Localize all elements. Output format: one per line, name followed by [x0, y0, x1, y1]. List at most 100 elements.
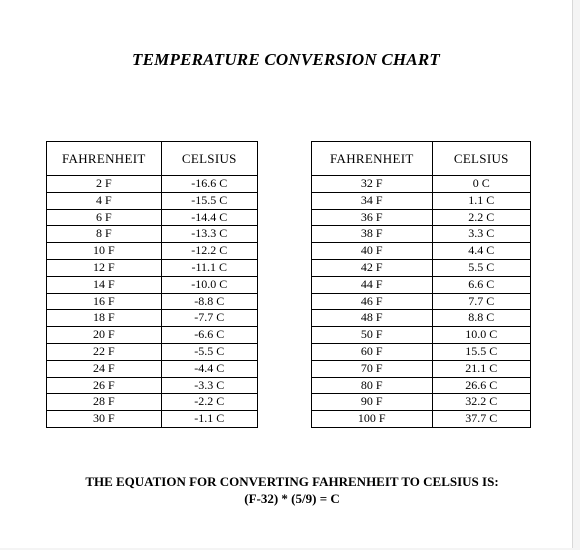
table-row: 36 F 2.2 C [311, 208, 532, 227]
celsius-header: CELSIUS [160, 141, 259, 176]
table-row: 40 F 4.4 C [311, 242, 532, 260]
fahrenheit-cell: 8 F [46, 225, 162, 244]
fahrenheit-cell: 46 F [311, 292, 433, 311]
celsius-cell: 10.0 C [431, 326, 532, 344]
page-title: TEMPERATURE CONVERSION CHART [132, 50, 440, 69]
table-row: 34 F 1.1 C [311, 191, 532, 210]
celsius-cell: -4.4 C [160, 359, 259, 378]
fahrenheit-cell: 34 F [311, 191, 433, 210]
celsius-cell: 0 C [431, 175, 532, 193]
table-row: 48 F 8.8 C [311, 309, 532, 328]
table-row: 8 F -13.3 C [46, 225, 259, 244]
table-row: 10 F -12.2 C [46, 242, 259, 260]
fahrenheit-cell: 48 F [311, 309, 433, 328]
celsius-cell: 1.1 C [431, 191, 532, 210]
table-header-row: FAHRENHEIT CELSIUS [46, 141, 259, 176]
celsius-cell: -11.1 C [160, 258, 259, 277]
table-row: 80 F 26.6 C [311, 376, 532, 395]
celsius-cell: 8.8 C [431, 309, 532, 328]
table-row: 4 F -15.5 C [46, 191, 259, 210]
fahrenheit-cell: 12 F [46, 258, 162, 277]
celsius-cell: -15.5 C [160, 191, 259, 210]
table-row: 100 F 37.7 C [311, 410, 532, 428]
celsius-cell: -1.1 C [160, 410, 259, 428]
table-row: 14 F -10.0 C [46, 275, 259, 294]
table-row: 38 F 3.3 C [311, 225, 532, 244]
celsius-cell: -3.3 C [160, 376, 259, 395]
table-row: 18 F -7.7 C [46, 309, 259, 328]
fahrenheit-cell: 26 F [46, 376, 162, 395]
fahrenheit-cell: 80 F [311, 376, 433, 395]
table-row: 12 F -11.1 C [46, 258, 259, 277]
fahrenheit-cell: 4 F [46, 191, 162, 210]
table-row: 28 F -2.2 C [46, 393, 259, 412]
fahrenheit-header: FAHRENHEIT [46, 141, 162, 176]
fahrenheit-cell: 16 F [46, 292, 162, 311]
table-row: 46 F 7.7 C [311, 292, 532, 311]
fahrenheit-cell: 32 F [311, 175, 433, 193]
celsius-cell: -14.4 C [160, 208, 259, 227]
table-row: 16 F -8.8 C [46, 292, 259, 311]
celsius-cell: 37.7 C [431, 410, 532, 428]
fahrenheit-cell: 22 F [46, 342, 162, 361]
celsius-cell: 26.6 C [431, 376, 532, 395]
celsius-cell: 32.2 C [431, 393, 532, 412]
fahrenheit-cell: 38 F [311, 225, 433, 244]
table-row: 50 F 10.0 C [311, 326, 532, 344]
celsius-cell: -13.3 C [160, 225, 259, 244]
fahrenheit-cell: 18 F [46, 309, 162, 328]
fahrenheit-cell: 24 F [46, 359, 162, 378]
fahrenheit-cell: 70 F [311, 359, 433, 378]
fahrenheit-cell: 2 F [46, 175, 162, 193]
table-row: 20 F -6.6 C [46, 326, 259, 344]
celsius-cell: 7.7 C [431, 292, 532, 311]
fahrenheit-cell: 90 F [311, 393, 433, 412]
equation-heading: THE EQUATION FOR CONVERTING FAHRENHEIT T… [85, 474, 499, 489]
table-row: 44 F 6.6 C [311, 275, 532, 294]
table-row: 6 F -14.4 C [46, 208, 259, 227]
table-row: 42 F 5.5 C [311, 258, 532, 277]
celsius-cell: 21.1 C [431, 359, 532, 378]
celsius-cell: -12.2 C [160, 242, 259, 260]
equation-formula: (F-32) * (5/9) = C [244, 491, 340, 506]
table-row: 70 F 21.1 C [311, 359, 532, 378]
fahrenheit-cell: 30 F [46, 410, 162, 428]
fahrenheit-cell: 28 F [46, 393, 162, 412]
table-row: 90 F 32.2 C [311, 393, 532, 412]
table-row: 26 F -3.3 C [46, 376, 259, 395]
table-row: 30 F -1.1 C [46, 410, 259, 428]
celsius-cell: -10.0 C [160, 275, 259, 294]
table-row: 22 F -5.5 C [46, 342, 259, 361]
celsius-cell: 4.4 C [431, 242, 532, 260]
fahrenheit-cell: 36 F [311, 208, 433, 227]
celsius-cell: 3.3 C [431, 225, 532, 244]
fahrenheit-cell: 10 F [46, 242, 162, 260]
celsius-header: CELSIUS [431, 141, 532, 176]
celsius-cell: -16.6 C [160, 175, 259, 193]
celsius-cell: 5.5 C [431, 258, 532, 277]
celsius-cell: 15.5 C [431, 342, 532, 361]
celsius-cell: 6.6 C [431, 275, 532, 294]
fahrenheit-cell: 42 F [311, 258, 433, 277]
fahrenheit-cell: 100 F [311, 410, 433, 428]
table-header-row: FAHRENHEIT CELSIUS [311, 141, 532, 176]
table-row: 24 F -4.4 C [46, 359, 259, 378]
fahrenheit-cell: 20 F [46, 326, 162, 344]
fahrenheit-cell: 14 F [46, 275, 162, 294]
fahrenheit-header: FAHRENHEIT [311, 141, 433, 176]
fahrenheit-cell: 6 F [46, 208, 162, 227]
celsius-cell: 2.2 C [431, 208, 532, 227]
celsius-cell: -8.8 C [160, 292, 259, 311]
celsius-cell: -2.2 C [160, 393, 259, 412]
fahrenheit-cell: 60 F [311, 342, 433, 361]
fahrenheit-cell: 50 F [311, 326, 433, 344]
table-row: 2 F -16.6 C [46, 175, 259, 193]
celsius-cell: -6.6 C [160, 326, 259, 344]
fahrenheit-cell: 44 F [311, 275, 433, 294]
celsius-cell: -5.5 C [160, 342, 259, 361]
celsius-cell: -7.7 C [160, 309, 259, 328]
